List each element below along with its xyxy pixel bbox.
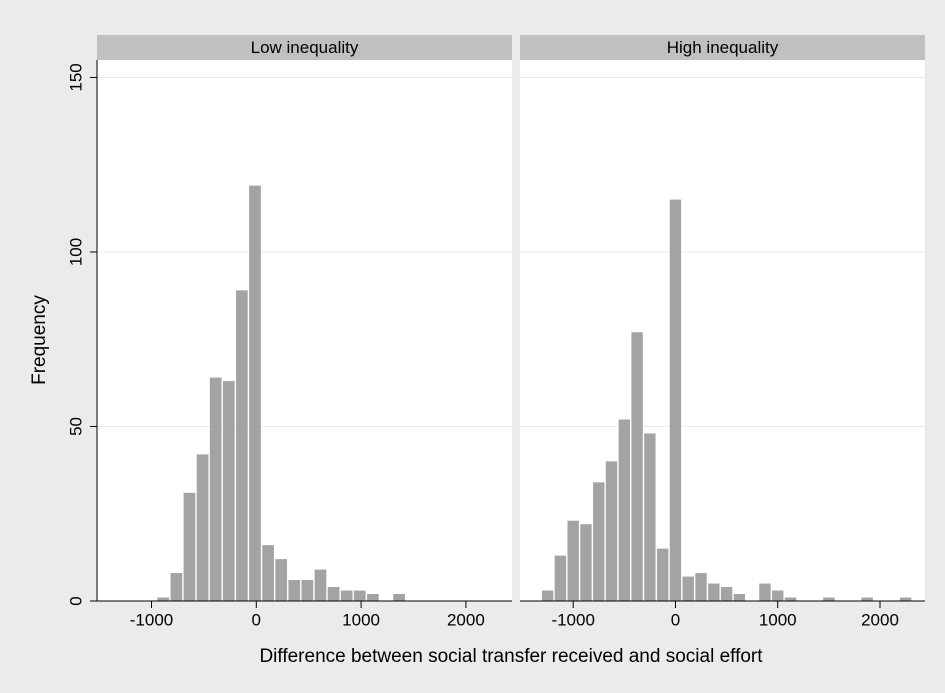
bar xyxy=(695,573,707,601)
bar xyxy=(554,555,567,601)
bar xyxy=(656,548,669,601)
bar xyxy=(327,587,340,601)
bar xyxy=(861,597,873,601)
y-tick-label: 150 xyxy=(66,63,85,91)
x-tick-label: 0 xyxy=(671,610,680,629)
bar xyxy=(157,597,170,601)
y-tick-label: 0 xyxy=(66,596,85,605)
bar xyxy=(340,590,353,601)
bar xyxy=(170,573,183,601)
x-tick-label: 1000 xyxy=(759,610,797,629)
bar xyxy=(784,597,797,601)
x-tick-label: 2000 xyxy=(861,610,899,629)
bar xyxy=(631,332,643,601)
panel-strip xyxy=(520,35,925,60)
bar xyxy=(669,199,682,601)
plot-area xyxy=(520,60,925,601)
bar xyxy=(567,520,579,601)
bar xyxy=(720,587,733,601)
bar xyxy=(196,454,209,601)
bar xyxy=(593,482,605,601)
y-tick-label: 50 xyxy=(66,417,85,436)
bar xyxy=(708,583,720,601)
bar xyxy=(183,492,196,601)
panel-title: High inequality xyxy=(667,38,779,57)
bar xyxy=(367,594,379,601)
bar xyxy=(899,597,912,601)
bar xyxy=(314,569,327,601)
bar xyxy=(249,185,261,601)
bar xyxy=(644,433,656,601)
bar xyxy=(823,597,835,601)
bar xyxy=(580,524,592,601)
plot-area xyxy=(97,60,512,601)
x-tick-label: 2000 xyxy=(447,610,485,629)
bar xyxy=(353,590,366,601)
y-tick-label: 100 xyxy=(66,238,85,266)
panel-title: Low inequality xyxy=(251,38,359,57)
bar xyxy=(288,580,301,601)
bar xyxy=(236,290,248,601)
bar xyxy=(209,377,222,601)
bar xyxy=(301,580,314,601)
bar xyxy=(275,559,288,601)
bar xyxy=(222,381,235,601)
x-tick-label: 0 xyxy=(252,610,261,629)
x-axis-label: Difference between social transfer recei… xyxy=(259,646,763,667)
bar xyxy=(393,594,405,601)
bar xyxy=(618,419,631,601)
panel-strip xyxy=(97,35,512,60)
bar xyxy=(262,545,274,601)
x-tick-label: 1000 xyxy=(342,610,380,629)
bar xyxy=(733,594,746,601)
bar xyxy=(541,590,554,601)
bar xyxy=(772,590,784,601)
x-tick-label: -1000 xyxy=(130,610,173,629)
bar xyxy=(682,576,694,601)
x-tick-label: -1000 xyxy=(551,610,594,629)
bar xyxy=(759,583,771,601)
y-axis-label: Frequency xyxy=(29,295,50,385)
bar xyxy=(605,461,618,601)
